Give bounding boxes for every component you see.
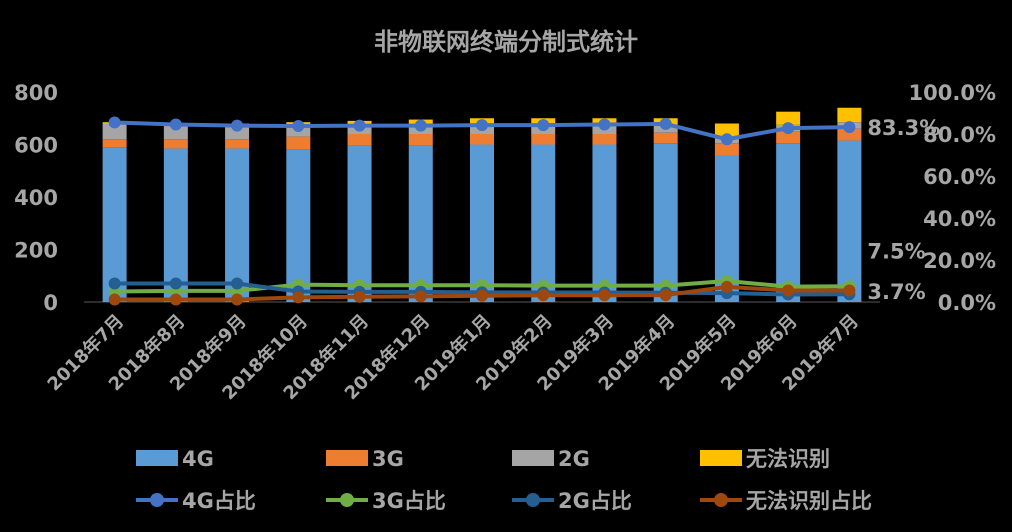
bar-3g-9 (653, 132, 678, 144)
bar-无法识别-10 (714, 123, 739, 137)
bar-4g-4 (347, 145, 372, 302)
legend-swatch-4g (136, 450, 178, 466)
bar-4g-1 (163, 148, 188, 302)
legend-swatch-2g (512, 450, 554, 466)
bar-4g-3 (286, 149, 311, 302)
right-tick-80-0-: 80.0% (923, 123, 996, 147)
marker-2g占比-0 (108, 277, 121, 290)
bar-3g-12 (837, 128, 862, 141)
legend-marker-3g占比 (340, 493, 354, 507)
marker-无法识别占比-6 (476, 289, 488, 302)
marker-无法识别占比-12 (843, 284, 856, 297)
legend-label-3g占比: 3G占比 (372, 489, 446, 513)
left-tick-800: 800 (14, 81, 58, 105)
bar-3g-2 (225, 139, 250, 149)
left-axis: 0 200 400 600 800 (14, 81, 58, 315)
marker-无法识别占比-7 (537, 289, 550, 302)
marker-4g占比-6 (476, 119, 488, 132)
marker-2g占比-2 (231, 277, 244, 290)
marker-4g占比-10 (720, 133, 733, 146)
legend-label-3g: 3G (372, 447, 404, 471)
right-tick-0-0-: 0.0% (938, 291, 996, 315)
legend-marker-无法识别占比 (714, 493, 728, 507)
bar-4g-5 (408, 145, 433, 302)
bar-4g-12 (837, 140, 862, 302)
bar-4g-2 (225, 148, 250, 302)
bar-无法识别-11 (776, 111, 801, 125)
right-axis: 0.0% 20.0% 40.0% 60.0% 80.0% 100.0% (909, 81, 996, 315)
lines (108, 116, 856, 306)
marker-4g占比-12 (843, 121, 856, 134)
marker-4g占比-11 (782, 122, 795, 135)
marker-4g占比-8 (598, 118, 611, 131)
bar-3g-6 (470, 134, 494, 145)
marker-无法识别占比-3 (292, 291, 305, 304)
data-labels: 83.3% 7.5% 3.7% (867, 116, 940, 304)
bar-4g-11 (776, 143, 801, 302)
marker-4g占比-2 (231, 119, 244, 132)
bar-3g-8 (592, 134, 617, 145)
marker-无法识别占比-11 (782, 284, 795, 297)
bar-3g-10 (714, 143, 739, 155)
legend-marker-4g占比 (150, 493, 164, 507)
x-axis: 2018年7月2018年8月2018年9月2018年10月2018年11月201… (43, 310, 863, 404)
marker-无法识别占比-8 (598, 289, 611, 302)
bar-4g-9 (653, 143, 678, 302)
bar-4g-0 (102, 147, 127, 302)
bar-3g-11 (776, 131, 801, 144)
marker-无法识别占比-1 (169, 293, 182, 306)
right-tick-60-0-: 60.0% (923, 165, 996, 189)
left-tick-200: 200 (14, 239, 58, 263)
legend-label-2g占比: 2G占比 (558, 489, 632, 513)
marker-4g占比-1 (169, 118, 182, 131)
bar-3g-4 (347, 134, 372, 146)
left-tick-600: 600 (14, 134, 58, 158)
marker-4g占比-9 (659, 117, 672, 130)
bar-3g-1 (163, 139, 188, 149)
data-label-2g-share: 3.7% (867, 280, 925, 304)
legend-label-4g: 4G (182, 447, 214, 471)
bar-2g-2 (225, 124, 250, 140)
bar-4g-7 (531, 144, 556, 302)
bar-2g-1 (163, 124, 188, 140)
marker-4g占比-3 (292, 120, 305, 133)
right-tick-100-0-: 100.0% (909, 81, 996, 105)
marker-4g占比-0 (108, 116, 121, 129)
legend-swatch-无法识别 (700, 450, 742, 466)
legend-label-无法识别: 无法识别 (746, 447, 830, 471)
marker-4g占比-7 (537, 119, 550, 132)
marker-无法识别占比-5 (414, 290, 427, 303)
marker-无法识别占比-4 (353, 290, 366, 303)
bar-2g-0 (102, 123, 127, 140)
bar-3g-7 (531, 134, 556, 145)
bar-无法识别-12 (837, 107, 862, 123)
marker-2g占比-1 (169, 277, 182, 290)
bar-3g-5 (408, 134, 433, 146)
bar-3g-0 (102, 139, 127, 148)
legend: 4G 3G 2G 无法识别 4G占比 3G占比 2G占比 无法识别占比 (136, 447, 872, 513)
legend-label-2g: 2G (558, 447, 590, 471)
marker-4g占比-5 (414, 119, 427, 132)
legend-label-4g占比: 4G占比 (182, 489, 256, 513)
legend-swatch-3g (326, 450, 368, 466)
bar-3g-3 (286, 136, 311, 150)
left-tick-0: 0 (43, 291, 58, 315)
marker-4g占比-4 (353, 119, 366, 132)
marker-无法识别占比-2 (231, 293, 244, 306)
legend-marker-2g占比 (526, 493, 540, 507)
bar-4g-6 (470, 144, 494, 302)
bar-4g-8 (592, 144, 617, 302)
marker-无法识别占比-9 (659, 289, 672, 302)
left-tick-400: 400 (14, 186, 58, 210)
right-tick-20-0-: 20.0% (923, 249, 996, 273)
data-label-4g-share: 83.3% (867, 116, 940, 140)
chart-title: 非物联网终端分制式统计 (374, 28, 638, 56)
marker-无法识别占比-10 (720, 280, 733, 293)
legend-label-无法识别占比: 无法识别占比 (746, 489, 872, 513)
marker-无法识别占比-0 (108, 293, 121, 306)
data-label-3g-share: 7.5% (867, 239, 925, 263)
right-tick-40-0-: 40.0% (923, 207, 996, 231)
